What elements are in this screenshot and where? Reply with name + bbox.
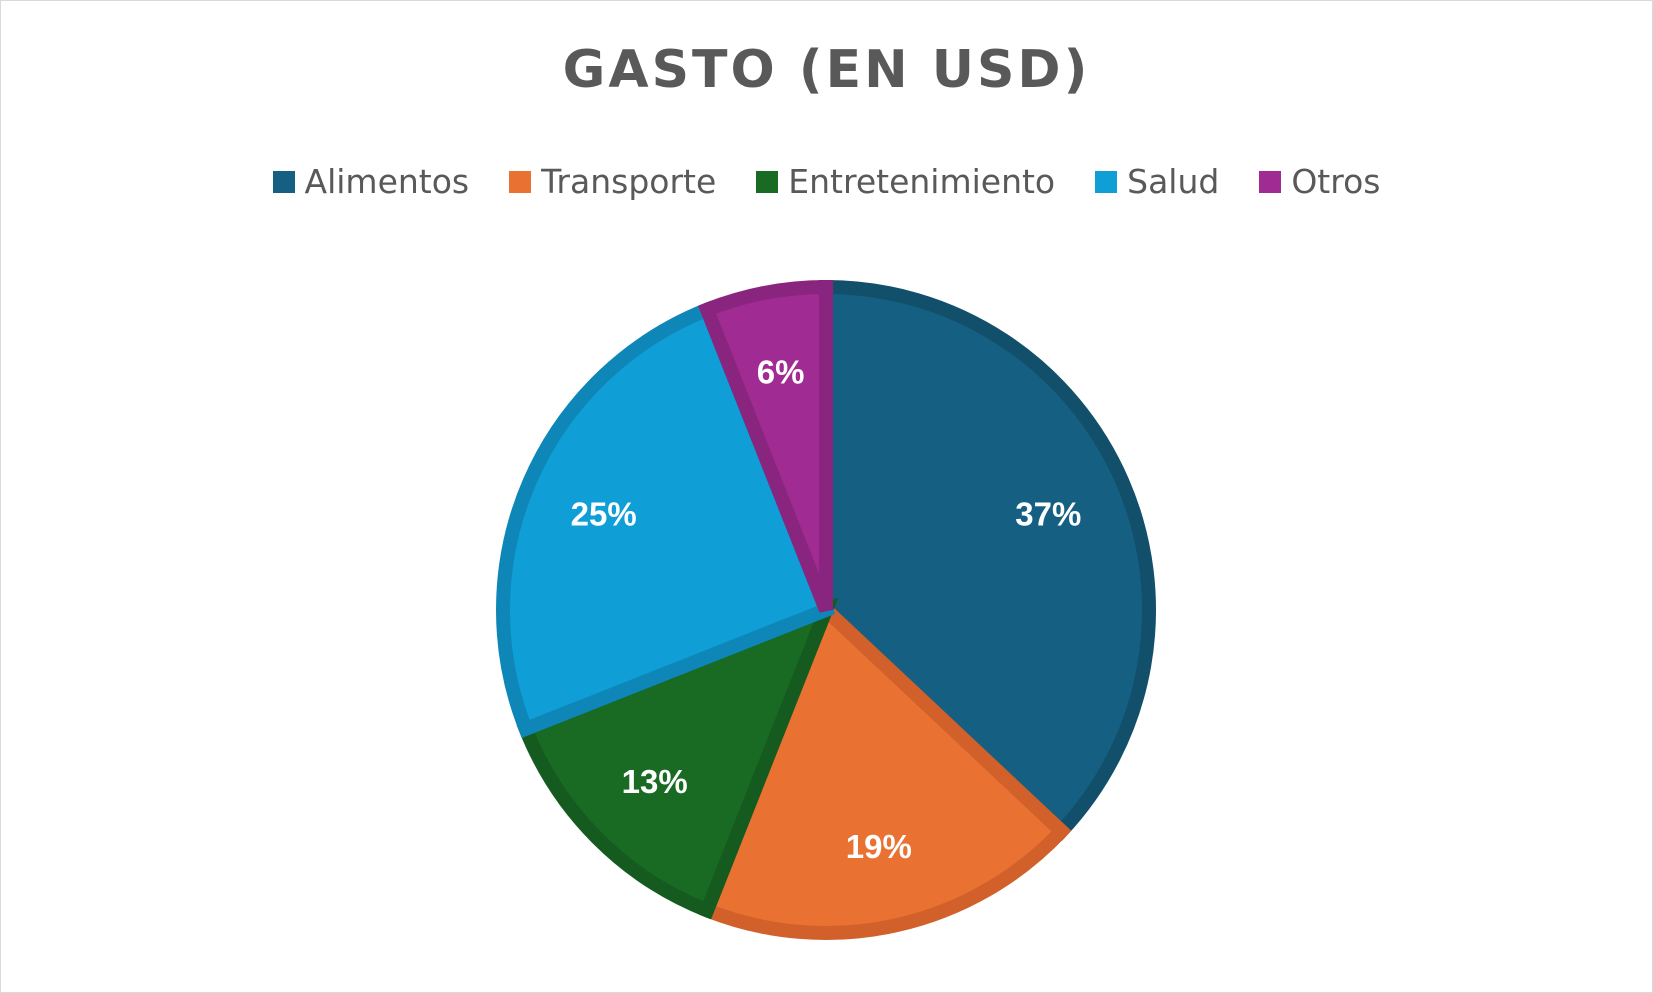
legend-item-salud: Salud	[1095, 162, 1219, 201]
data-label-transporte: 19%	[846, 828, 912, 865]
legend-item-transporte: Transporte	[509, 162, 716, 201]
legend-swatch	[756, 170, 779, 193]
legend-swatch	[272, 170, 295, 193]
legend-item-entretenimiento: Entretenimiento	[756, 162, 1055, 201]
pie-slice-alimentos	[819, 279, 1156, 842]
legend-swatch	[1095, 170, 1118, 193]
legend-label: Otros	[1291, 162, 1381, 201]
legend-swatch	[1259, 170, 1282, 193]
chart-legend: Alimentos Transporte Entretenimiento Salud O…	[0, 162, 1653, 201]
data-label-alimentos: 37%	[1015, 495, 1081, 532]
legend-label: Transporte	[541, 162, 717, 201]
legend-label: Alimentos	[304, 162, 470, 201]
legend-swatch	[509, 170, 532, 193]
legend-item-alimentos: Alimentos	[272, 162, 470, 201]
legend-label: Entretenimiento	[788, 162, 1056, 201]
pie-slice-entretenimiento	[516, 597, 839, 920]
data-label-otros: 6%	[757, 354, 805, 391]
data-label-entretenimiento: 13%	[622, 763, 688, 800]
legend-label: Salud	[1127, 162, 1220, 201]
chart-title: GASTO (EN USD)	[562, 40, 1091, 100]
pie-slice-otros	[698, 279, 833, 613]
legend-item-otros: Otros	[1259, 162, 1380, 201]
data-label-salud: 25%	[571, 495, 637, 532]
